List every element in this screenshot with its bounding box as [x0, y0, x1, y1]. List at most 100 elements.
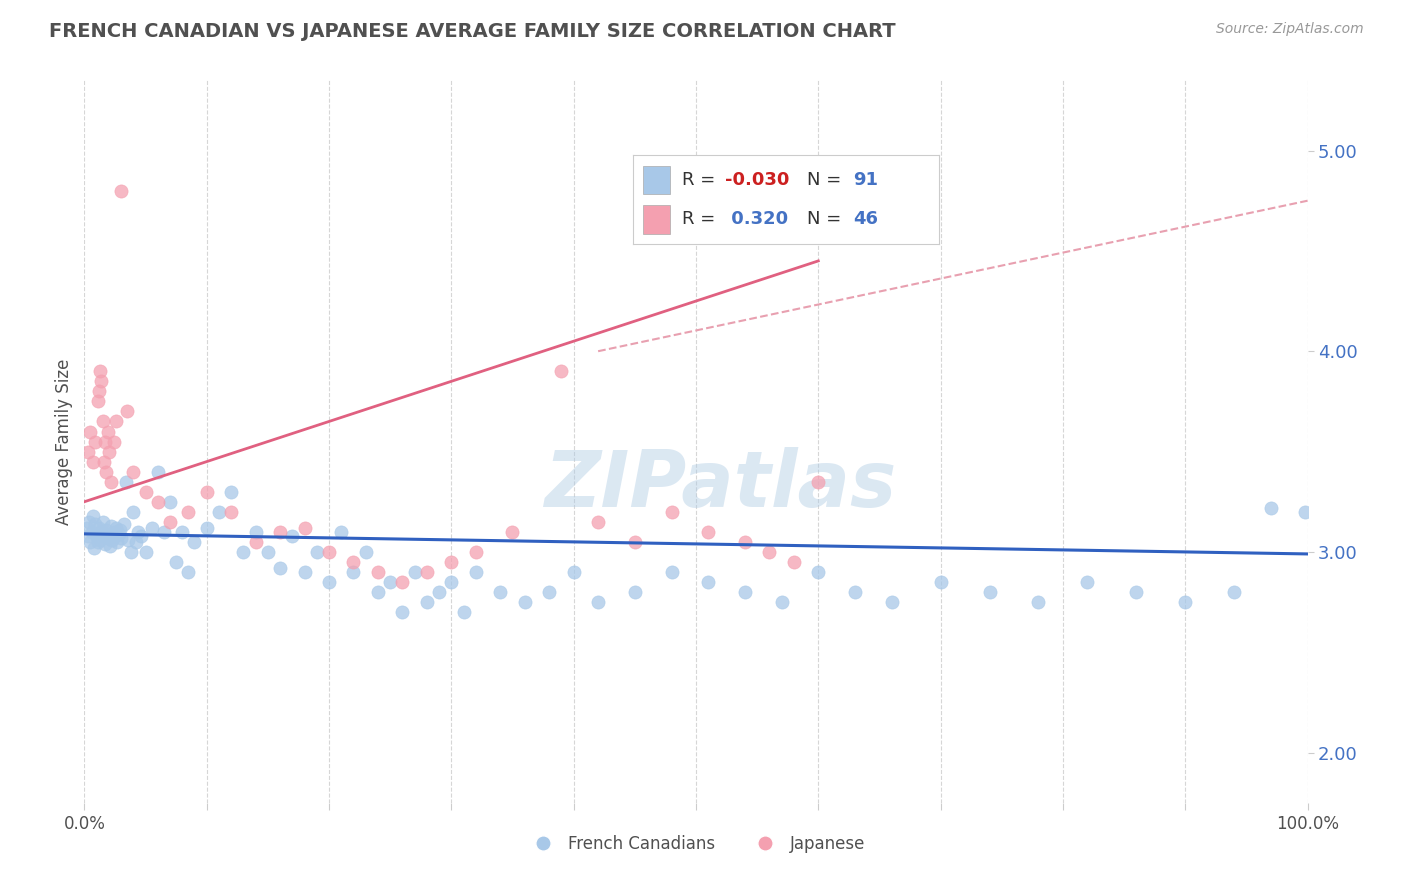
Point — [165, 555, 187, 569]
Text: ZIPatlas: ZIPatlas — [544, 447, 897, 523]
Point — [697, 524, 720, 539]
Point — [391, 574, 413, 589]
Point — [624, 534, 647, 549]
Point — [87, 394, 110, 409]
Text: 91: 91 — [853, 171, 879, 189]
Point — [105, 534, 128, 549]
Point — [101, 533, 124, 547]
Point — [110, 531, 132, 545]
Point — [807, 565, 830, 579]
Point — [87, 521, 110, 535]
Point — [77, 529, 100, 543]
Point — [89, 364, 111, 378]
Point — [83, 541, 105, 555]
Point — [257, 545, 280, 559]
Point — [98, 539, 121, 553]
Point — [89, 533, 111, 547]
Point — [245, 534, 267, 549]
Point — [84, 516, 107, 531]
Point — [105, 521, 128, 535]
FancyBboxPatch shape — [643, 166, 671, 194]
Point — [103, 434, 125, 449]
Point — [342, 565, 364, 579]
Point — [96, 465, 118, 479]
Point — [281, 529, 304, 543]
Point — [122, 505, 145, 519]
Point — [269, 524, 291, 539]
Text: 46: 46 — [853, 211, 879, 228]
Point — [153, 524, 176, 539]
Point — [1294, 505, 1316, 519]
Point — [342, 555, 364, 569]
Point — [929, 574, 952, 589]
Point — [100, 475, 122, 489]
Point — [120, 545, 142, 559]
Point — [734, 585, 756, 599]
Point — [502, 524, 524, 539]
Point — [1028, 595, 1050, 609]
Point — [100, 518, 122, 533]
Point — [269, 561, 291, 575]
Point — [195, 484, 218, 499]
Point — [318, 574, 340, 589]
Point — [391, 605, 413, 619]
Point — [91, 414, 114, 428]
Point — [661, 565, 683, 579]
Point — [93, 454, 115, 468]
Point — [758, 545, 780, 559]
Text: Source: ZipAtlas.com: Source: ZipAtlas.com — [1216, 22, 1364, 37]
Text: FRENCH CANADIAN VS JAPANESE AVERAGE FAMILY SIZE CORRELATION CHART: FRENCH CANADIAN VS JAPANESE AVERAGE FAMI… — [49, 22, 896, 41]
Point — [416, 595, 439, 609]
Point — [86, 529, 108, 543]
Point — [489, 585, 512, 599]
Point — [90, 524, 112, 539]
Point — [127, 524, 149, 539]
Point — [367, 585, 389, 599]
Point — [783, 555, 806, 569]
Point — [96, 523, 118, 537]
Point — [105, 414, 128, 428]
Point — [770, 595, 793, 609]
Point — [219, 484, 242, 499]
Text: N =: N = — [807, 171, 842, 189]
Point — [367, 565, 389, 579]
Point — [115, 475, 138, 489]
Point — [464, 565, 486, 579]
Point — [82, 454, 104, 468]
Point — [93, 529, 115, 543]
Point — [232, 545, 254, 559]
Point — [97, 531, 120, 545]
Legend: French Canadians, Japanese: French Canadians, Japanese — [520, 828, 872, 860]
Point — [453, 605, 475, 619]
Point — [159, 515, 181, 529]
Point — [734, 534, 756, 549]
Point — [538, 585, 561, 599]
Point — [110, 184, 132, 198]
Point — [80, 524, 103, 539]
Point — [440, 555, 463, 569]
Point — [90, 374, 112, 388]
Point — [122, 465, 145, 479]
Point — [979, 585, 1001, 599]
Point — [87, 384, 110, 399]
Point — [550, 364, 572, 378]
Point — [125, 534, 148, 549]
Point — [464, 545, 486, 559]
Point — [880, 595, 903, 609]
Point — [305, 545, 328, 559]
Y-axis label: Average Family Size: Average Family Size — [55, 359, 73, 524]
Point — [79, 425, 101, 439]
Point — [103, 524, 125, 539]
Text: -0.030: -0.030 — [725, 171, 789, 189]
Text: R =: R = — [682, 171, 716, 189]
Point — [84, 434, 107, 449]
Point — [440, 574, 463, 589]
Point — [146, 494, 169, 508]
Point — [427, 585, 450, 599]
Point — [87, 534, 110, 549]
Point — [294, 521, 316, 535]
Point — [141, 521, 163, 535]
Point — [115, 404, 138, 418]
Point — [77, 515, 100, 529]
Point — [354, 545, 377, 559]
